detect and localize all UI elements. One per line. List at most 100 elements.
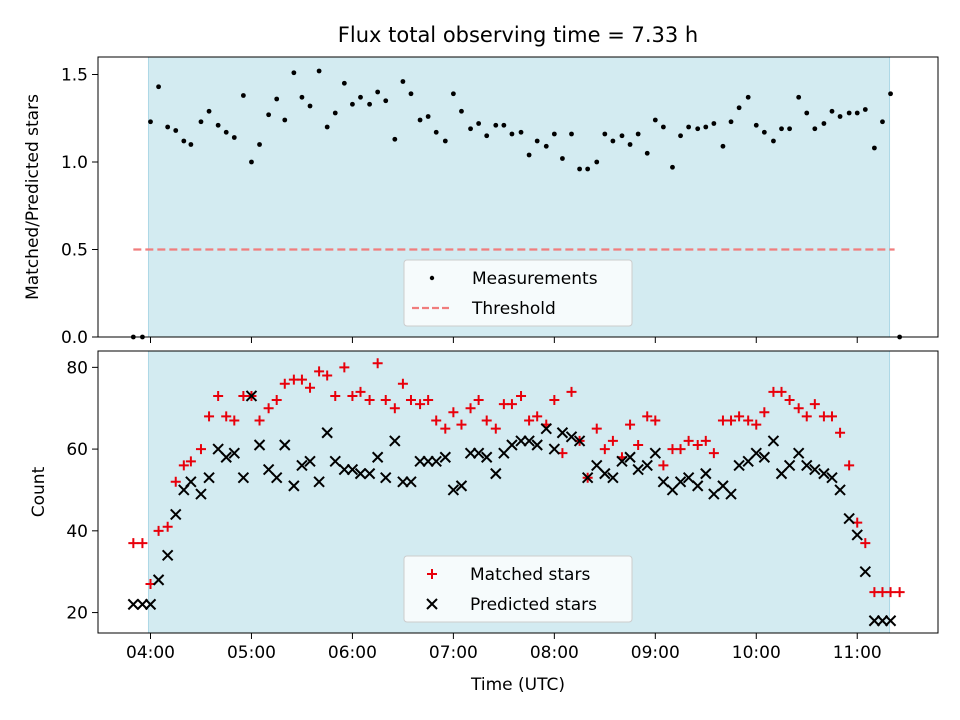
predicted-star-point bbox=[363, 467, 376, 480]
measurement-point bbox=[610, 138, 616, 144]
predicted-star-point bbox=[185, 476, 197, 488]
measurement-point bbox=[324, 124, 330, 130]
measurement-point bbox=[526, 152, 532, 158]
measurement-point bbox=[148, 119, 153, 125]
measurement-point bbox=[501, 122, 507, 128]
x-tick-label: 10:00 bbox=[732, 643, 781, 663]
chart-title: Flux total observing time = 7.33 h bbox=[338, 23, 698, 47]
measurement-point bbox=[282, 117, 288, 123]
matched-star-point bbox=[380, 395, 391, 406]
x-tick-label: 07:00 bbox=[429, 643, 478, 663]
matched-star-point bbox=[355, 386, 366, 397]
measurement-point bbox=[829, 108, 835, 114]
matched-star-point bbox=[389, 403, 400, 414]
predicted-star-point bbox=[354, 467, 367, 480]
predicted-star-point bbox=[674, 476, 687, 488]
matched-star-point bbox=[415, 399, 426, 410]
predicted-star-point bbox=[405, 476, 417, 488]
matched-star-point bbox=[844, 460, 855, 471]
measurement-point bbox=[779, 126, 784, 132]
measurement-point bbox=[240, 93, 246, 98]
measurement-point bbox=[660, 124, 666, 130]
ratio-axes-frame bbox=[97, 56, 939, 338]
count-axes-frame bbox=[97, 350, 939, 634]
measurement-point bbox=[560, 156, 565, 161]
matched-star-point bbox=[195, 444, 206, 455]
measurement-point bbox=[231, 135, 237, 140]
measurement-point bbox=[215, 122, 221, 128]
count-y-ticks: 20 40 60 80 bbox=[66, 358, 98, 624]
matched-star-point bbox=[566, 386, 577, 397]
measurement-point bbox=[392, 136, 398, 142]
predicted-star-point bbox=[632, 463, 644, 476]
matched-star-point bbox=[549, 395, 560, 406]
matched-star-point bbox=[692, 440, 703, 450]
predicted-star-point bbox=[313, 476, 325, 488]
matched-star-point bbox=[153, 525, 164, 536]
measurement-point bbox=[678, 133, 683, 139]
predicted-star-point bbox=[439, 451, 452, 463]
measurement-point bbox=[442, 138, 448, 144]
predicted-star-point bbox=[371, 451, 384, 463]
predicted-star-point bbox=[758, 451, 771, 463]
measurement-point bbox=[854, 110, 860, 116]
predicted-star-point bbox=[692, 480, 704, 492]
predicted-star-point bbox=[565, 431, 578, 443]
measurement-point bbox=[518, 129, 524, 135]
predicted-star-point bbox=[523, 435, 535, 447]
measurement-point bbox=[686, 124, 692, 130]
predicted-star-point bbox=[725, 488, 737, 500]
legend-predicted-marker bbox=[426, 598, 438, 610]
predicted-star-point bbox=[237, 471, 250, 484]
legend-predicted-label: Predicted stars bbox=[470, 595, 597, 615]
predicted-star-point bbox=[220, 451, 232, 463]
measurement-point bbox=[602, 131, 608, 137]
matched-star-point bbox=[185, 456, 196, 467]
y-tick-label: 1.5 bbox=[61, 66, 88, 86]
predicted-star-point bbox=[573, 435, 586, 447]
matched-star-point bbox=[776, 386, 787, 397]
measurement-point bbox=[459, 108, 464, 114]
measurement-point bbox=[821, 121, 827, 126]
measurement-point bbox=[695, 126, 701, 132]
matched-star-point bbox=[137, 538, 148, 549]
matched-star-point bbox=[743, 415, 754, 426]
predicted-star-point bbox=[581, 471, 594, 484]
measurement-point bbox=[543, 143, 549, 149]
predicted-star-point bbox=[843, 512, 855, 525]
y-tick-label: 1.0 bbox=[61, 153, 88, 173]
measurement-point bbox=[880, 119, 885, 125]
y-tick-label: 0.5 bbox=[61, 241, 88, 261]
measurement-point bbox=[417, 117, 423, 123]
measurement-point bbox=[585, 166, 591, 172]
measurement-point bbox=[569, 131, 574, 137]
measurement-point bbox=[534, 138, 540, 144]
predicted-star-point bbox=[792, 447, 805, 459]
predicted-star-point bbox=[455, 480, 468, 492]
matched-star-point bbox=[397, 378, 408, 389]
predicted-star-point bbox=[556, 427, 569, 439]
matched-star-point bbox=[726, 415, 737, 426]
matched-star-point bbox=[506, 399, 517, 410]
predicted-star-point bbox=[767, 435, 780, 447]
count-x-label: Time (UTC) bbox=[470, 675, 565, 695]
legend-matched-label: Matched stars bbox=[470, 565, 590, 585]
matched-star-point bbox=[229, 415, 240, 426]
measurement-point bbox=[745, 94, 751, 100]
measurement-point bbox=[796, 94, 802, 100]
ratio-y-label: Matched/Predicted stars bbox=[23, 94, 43, 300]
y-tick-label: 0.0 bbox=[61, 328, 88, 348]
measurement-point bbox=[551, 131, 557, 137]
measurement-point bbox=[736, 105, 742, 111]
matched-star-point bbox=[516, 390, 527, 401]
matched-star-point bbox=[793, 403, 804, 414]
matched-star-point bbox=[809, 399, 820, 410]
legend-measurements-marker bbox=[429, 275, 435, 281]
measurement-point bbox=[871, 145, 877, 151]
measurement-point bbox=[307, 103, 313, 109]
x-tick-label: 05:00 bbox=[227, 643, 276, 663]
measurement-point bbox=[332, 110, 338, 116]
x-tick-label: 08:00 bbox=[530, 643, 579, 663]
predicted-star-point bbox=[506, 439, 518, 451]
matched-star-point bbox=[826, 411, 837, 422]
